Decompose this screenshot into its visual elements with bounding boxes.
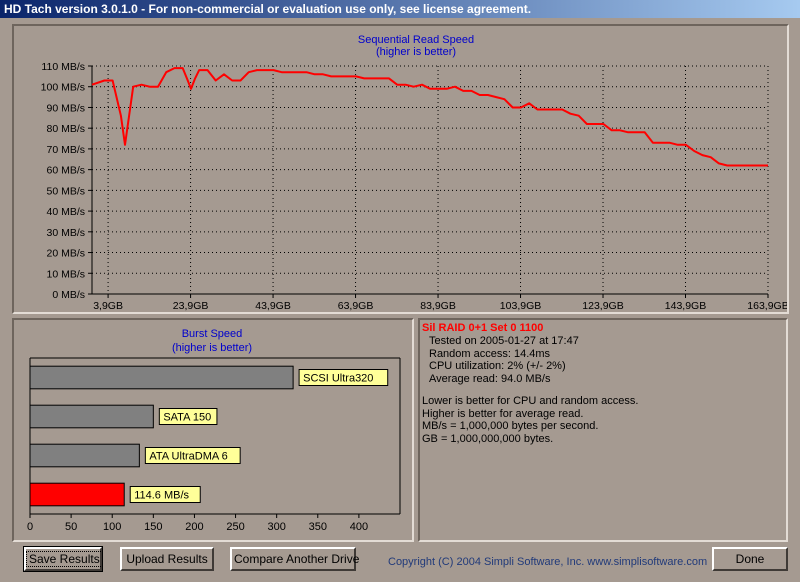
note-line: MB/s = 1,000,000 bytes per second. (422, 420, 599, 432)
chart-title: Sequential Read Speed (358, 34, 474, 46)
chart-title: Burst Speed (182, 328, 243, 340)
bar-label: SCSI Ultra320 (303, 373, 373, 385)
copyright-text: Copyright (C) 2004 Simpli Software, Inc.… (388, 556, 708, 568)
y-tick-label: 100 MB/s (41, 82, 85, 94)
x-tick-label: 50 (65, 521, 77, 533)
save-results-label: Save Results (26, 551, 103, 567)
window-title-bar: HD Tach version 3.0.1.0 - For non-commer… (0, 0, 800, 18)
chart-subtitle: (higher is better) (172, 342, 252, 354)
x-tick-label: 150 (144, 521, 162, 533)
x-tick-label: 100 (103, 521, 121, 533)
x-tick-label: 350 (309, 521, 327, 533)
x-tick-label: 400 (350, 521, 368, 533)
x-tick-label: 123,9GB (582, 300, 623, 312)
x-tick-label: 250 (226, 521, 244, 533)
random-access: Random access: 14.4ms (429, 347, 551, 360)
results-info-panel: Sil RAID 0+1 Set 0 1100 Tested on 2005-0… (418, 318, 788, 542)
y-tick-label: 30 MB/s (46, 227, 85, 239)
x-tick-label: 63,9GB (338, 300, 374, 312)
y-tick-label: 90 MB/s (46, 102, 85, 114)
read-speed-line (91, 67, 768, 167)
y-tick-label: 40 MB/s (46, 206, 85, 218)
y-tick-label: 110 MB/s (41, 61, 85, 73)
bar-label: SATA 150 (163, 412, 211, 424)
x-tick-label: 200 (185, 521, 203, 533)
burst-speed-chart: Burst Speed (higher is better) 0 50 100 150 20… (27, 328, 401, 533)
burst-bar (29, 443, 140, 468)
y-tick-label: 80 MB/s (46, 123, 85, 135)
y-tick-label: 60 MB/s (46, 165, 85, 177)
y-tick-label: 0 MB/s (52, 289, 85, 301)
upload-results-button[interactable]: Upload Results (120, 547, 214, 571)
x-tick-label: 103,9GB (500, 300, 541, 312)
average-read: Average read: 94.0 MB/s (429, 372, 551, 385)
note-line: Lower is better for CPU and random acces… (422, 395, 639, 407)
sequential-read-chart: Sequential Read Speed(higher is better) 0… (41, 34, 787, 312)
compare-drive-button[interactable]: Compare Another Drive (230, 547, 359, 571)
test-date: Tested on 2005-01-27 at 17:47 (429, 335, 579, 347)
note-line: Higher is better for average read. (422, 407, 584, 420)
done-label: Done (735, 552, 765, 566)
y-tick-label: 10 MB/s (46, 268, 85, 280)
x-tick-label: 3,9GB (93, 300, 123, 312)
x-tick-label: 300 (267, 521, 285, 533)
x-tick-label: 83,9GB (420, 300, 456, 312)
compare-drive-label: Compare Another Drive (234, 552, 360, 566)
bar-label-box (298, 369, 389, 386)
bar-label: ATA UltraDMA 6 (149, 451, 227, 463)
x-tick-label: 23,9GB (173, 300, 209, 312)
x-tick-label: 43,9GB (255, 300, 291, 312)
bar-label-box (158, 408, 218, 425)
burst-bar (29, 404, 154, 429)
done-button[interactable]: Done (712, 547, 788, 571)
y-tick-label: 70 MB/s (46, 144, 85, 156)
burst-speed-panel: Burst Speed (higher is better) 0 50 100 150 20… (12, 318, 414, 542)
upload-results-label: Upload Results (126, 552, 208, 566)
bar-label-box (129, 486, 201, 503)
note-line: GB = 1,000,000,000 bytes. (422, 432, 554, 445)
x-tick-label: 143,9GB (665, 300, 706, 312)
save-results-button[interactable]: Save Results (23, 546, 103, 572)
chart-subtitle: (higher is better) (376, 46, 456, 58)
x-tick-label: 163,9GB (747, 300, 787, 312)
drive-name: Sil RAID 0+1 Set 0 1100 (422, 322, 544, 334)
bar-label: 114.6 MB/s (134, 490, 189, 502)
burst-bar (29, 365, 294, 390)
burst-bar (29, 482, 125, 507)
y-tick-label: 20 MB/s (46, 248, 85, 260)
x-tick-label: 0 (27, 521, 33, 533)
y-tick-label: 50 MB/s (46, 185, 85, 197)
sequential-read-panel: Sequential Read Speed (higher is better) 0… (12, 24, 789, 314)
cpu-utilization: CPU utilization: 2% (+/- 2%) (429, 360, 566, 372)
bar-label-box (144, 447, 241, 464)
